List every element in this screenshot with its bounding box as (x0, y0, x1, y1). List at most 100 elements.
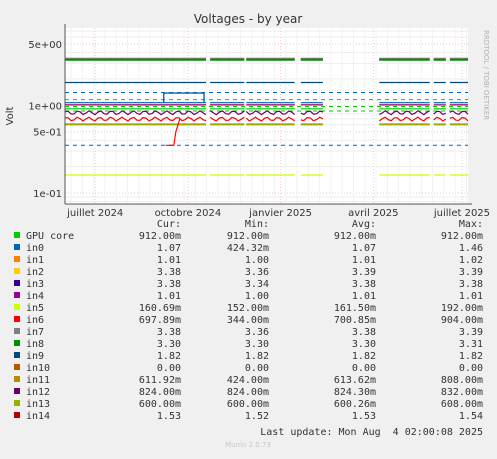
legend-value-cur: 3.38 (157, 267, 181, 278)
legend-value-min: 424.00m (227, 375, 269, 386)
legend-value-cur: 697.89m (139, 315, 181, 326)
legend-value-min: 1.52 (245, 411, 269, 422)
legend-swatch (14, 412, 20, 418)
legend-swatch (14, 328, 20, 334)
legend-value-min: 344.00m (227, 315, 269, 326)
axes: 5e+00 1e+00 5e-01 1e-01 juillet 2024 octobre … (28, 24, 490, 219)
legend-value-max: 1.01 (459, 291, 483, 302)
legend-value-avg: 613.62m (334, 375, 376, 386)
legend-value-min: 1.00 (245, 255, 269, 266)
series-line-segment (64, 116, 207, 122)
x-tick-label: janvier 2025 (248, 208, 312, 219)
series-line-segment (449, 110, 469, 115)
legend-swatch (14, 232, 20, 238)
legend-value-cur: 3.38 (157, 327, 181, 338)
legend-value-max: 1.82 (459, 351, 483, 362)
x-tick-label: juillet 2025 (433, 208, 490, 219)
legend-table: Cur: Min: Avg: Max: GPU core 912.00m 912.00m 91… (14, 219, 483, 422)
legend-swatch (14, 280, 20, 286)
legend-series-name: in1 (26, 255, 44, 266)
legend-series-name: in9 (26, 351, 44, 362)
legend-value-avg: 912.00m (334, 231, 376, 242)
series-line-segment (300, 116, 324, 122)
legend-value-avg: 1.07 (352, 243, 376, 254)
legend-value-avg: 161.50m (334, 303, 376, 314)
series-lines (64, 57, 469, 176)
x-tick-label: juillet 2024 (66, 208, 123, 219)
legend-value-cur: 600.00m (139, 399, 181, 410)
legend-value-min: 1.00 (245, 291, 269, 302)
legend-value-min: 152.00m (227, 303, 269, 314)
x-tick-label: avril 2025 (348, 208, 398, 219)
legend-swatch (14, 304, 20, 310)
legend-series-name: in12 (26, 387, 50, 398)
y-tick-label: 5e+00 (28, 40, 62, 51)
series-line-segment (449, 116, 469, 122)
legend-swatch (14, 316, 20, 322)
series-line-segment (209, 110, 245, 116)
legend-value-cur: 3.38 (157, 279, 181, 290)
legend-value-max: 3.39 (459, 327, 483, 338)
series-in12 (64, 110, 469, 116)
legend-series-name: in11 (26, 375, 50, 386)
legend-series-name: in8 (26, 339, 44, 350)
series-line-segment (300, 110, 324, 116)
legend-value-avg: 3.38 (352, 327, 376, 338)
legend-value-avg: 1.82 (352, 351, 376, 362)
legend-series-name: in6 (26, 315, 44, 326)
legend-series-name: in3 (26, 279, 44, 290)
legend-value-cur: 1.01 (157, 291, 181, 302)
x-tick-label: octobre 2024 (155, 208, 222, 219)
legend-series-name: in2 (26, 267, 44, 278)
legend-value-avg: 0.00 (352, 363, 376, 374)
legend-value-cur: 0.00 (157, 363, 181, 374)
legend-series-name: in10 (26, 363, 50, 374)
legend-swatch (14, 292, 20, 298)
y-tick-label: 1e+00 (28, 101, 62, 112)
legend-value-avg: 1.53 (352, 411, 376, 422)
legend-value-max: 1.54 (459, 411, 483, 422)
column-header: Cur: (157, 219, 181, 230)
legend-swatch (14, 388, 20, 394)
series-line-segment (64, 110, 207, 116)
legend-value-cur: 1.82 (157, 351, 181, 362)
last-update: Last update: Mon Aug 4 02:00:08 2025 (260, 427, 483, 438)
legend-value-min: 600.00m (227, 399, 269, 410)
series-line-segment (433, 116, 447, 122)
legend-swatch (14, 364, 20, 370)
legend-value-max: 3.38 (459, 279, 483, 290)
legend-value-min: 3.34 (245, 279, 269, 290)
legend-value-avg: 1.01 (352, 291, 376, 302)
legend-value-max: 808.00m (441, 375, 483, 386)
series-line-dip (165, 118, 181, 146)
legend-value-min: 424.32m (227, 243, 269, 254)
legend-value-max: 608.00m (441, 399, 483, 410)
column-header: Avg: (352, 219, 376, 230)
plot-area (65, 28, 468, 204)
series-in0-step (163, 92, 205, 103)
legend-value-max: 192.00m (441, 303, 483, 314)
legend-value-cur: 611.92m (139, 375, 181, 386)
legend-series-name: in14 (26, 411, 50, 422)
legend-value-min: 1.82 (245, 351, 269, 362)
legend-swatch (14, 352, 20, 358)
rrdtool-credit: RRDTOOL / TOBI OETIKER (482, 30, 490, 120)
legend-value-avg: 3.30 (352, 339, 376, 350)
series-in6 (64, 116, 469, 122)
legend-value-max: 912.00m (441, 231, 483, 242)
series-line-segment (379, 110, 430, 116)
column-header: Min: (245, 219, 269, 230)
legend-value-avg: 700.85m (334, 315, 376, 326)
legend-swatch (14, 256, 20, 262)
legend-value-avg: 600.26m (334, 399, 376, 410)
legend-series-name: in4 (26, 291, 44, 302)
legend-value-max: 832.00m (441, 387, 483, 398)
legend-value-max: 3.31 (459, 339, 483, 350)
chart-title: Voltages - by year (194, 12, 303, 26)
series-line-step (163, 92, 205, 103)
legend-series-name: in7 (26, 327, 44, 338)
y-tick-label: 5e-01 (33, 128, 62, 139)
legend-value-max: 1.46 (459, 243, 483, 254)
legend-value-max: 0.00 (459, 363, 483, 374)
